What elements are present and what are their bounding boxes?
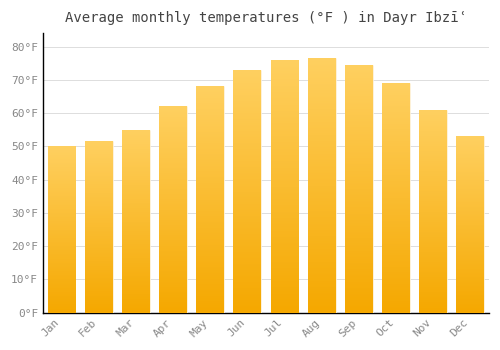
Title: Average monthly temperatures (°F ) in Dayr Ibzīʿ: Average monthly temperatures (°F ) in Da… — [65, 11, 467, 25]
Bar — [382, 83, 410, 313]
Bar — [122, 130, 150, 313]
Bar — [159, 106, 187, 313]
Bar — [270, 60, 298, 313]
Bar — [419, 110, 447, 313]
Bar — [48, 146, 76, 313]
Bar — [85, 141, 112, 313]
Bar — [345, 65, 373, 313]
Bar — [308, 58, 336, 313]
Bar — [196, 86, 224, 313]
Bar — [234, 70, 262, 313]
Bar — [456, 136, 484, 313]
